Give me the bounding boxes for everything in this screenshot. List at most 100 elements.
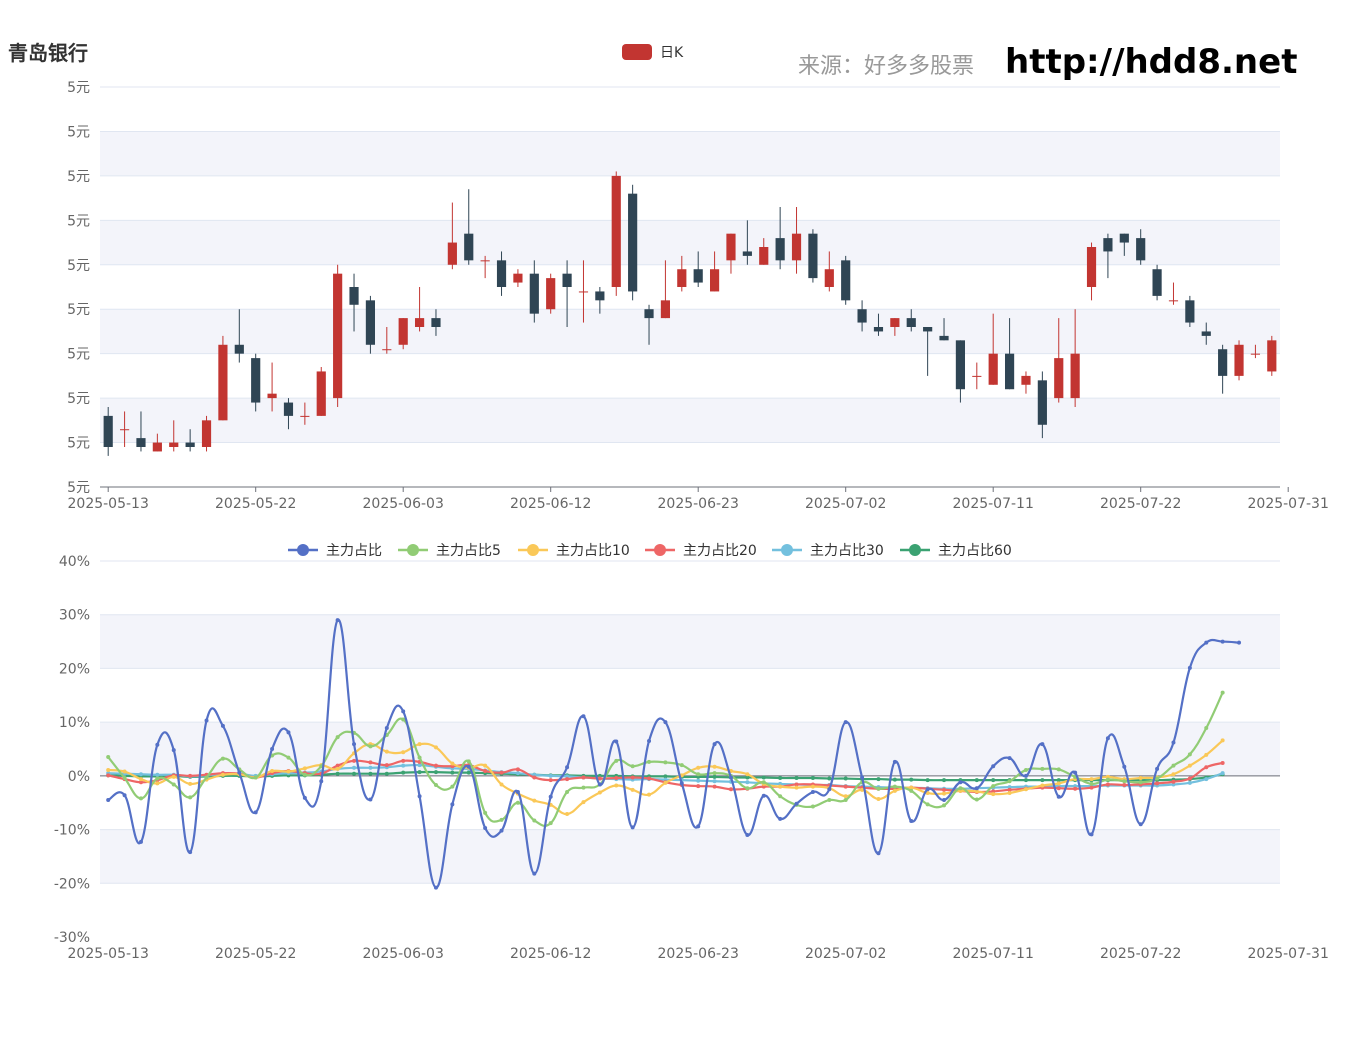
series-point (138, 780, 143, 785)
x-tick-label: 2025-06-03 (363, 946, 444, 962)
series-point (155, 781, 160, 786)
kline-candles (103, 171, 1277, 456)
ratio-legend[interactable]: 主力占比 主力占比5 主力占比10 主力占比20 主力占比30 主力占比60 (288, 543, 1012, 559)
candle-body (939, 335, 949, 341)
series-point (188, 850, 193, 855)
y-tick-label: -10% (54, 823, 90, 839)
series-point (614, 783, 619, 788)
legend-label: 主力占比30 (810, 543, 884, 559)
series-point (942, 791, 947, 796)
series-point (942, 787, 947, 792)
series-point (1056, 786, 1061, 791)
series-point (188, 781, 193, 786)
series-point (925, 778, 930, 783)
chart-title: 青岛银行 (8, 41, 88, 65)
legend-item: 主力占比20 (645, 543, 757, 559)
series-point (663, 760, 668, 765)
grid-band (100, 87, 1280, 132)
series-point (253, 775, 258, 780)
series-point (647, 738, 652, 743)
series-point (171, 782, 176, 787)
grid-band (100, 829, 1280, 884)
series-point (958, 780, 963, 785)
series-point (401, 758, 406, 763)
series-point (1007, 791, 1012, 796)
series-point (728, 775, 733, 780)
series-point (138, 772, 143, 777)
grid-band (100, 220, 1280, 265)
series-point (515, 771, 520, 776)
candle-body (841, 260, 851, 301)
candle (972, 362, 982, 390)
kline-legend[interactable]: 日K (622, 44, 684, 61)
candle (480, 255, 490, 279)
series-point (712, 784, 717, 789)
candle (513, 269, 523, 287)
x-tick-label: 2025-05-13 (68, 496, 149, 512)
series-point (106, 773, 111, 778)
series-point (483, 825, 488, 830)
series-point (499, 828, 504, 833)
candle-body (1152, 269, 1162, 296)
grid-band (100, 442, 1280, 487)
legend-marker (909, 544, 921, 556)
candle-body (480, 260, 490, 262)
candle-body (726, 233, 736, 261)
candle-body (660, 300, 671, 319)
series-point (942, 778, 947, 783)
series-point (909, 788, 914, 793)
series-point (499, 770, 504, 775)
candle-body (1054, 358, 1064, 399)
x-tick-label: 2025-07-02 (805, 496, 886, 512)
series-point (1105, 736, 1110, 741)
candle (333, 264, 343, 407)
series-point (368, 797, 373, 802)
series-point (138, 839, 143, 844)
legend-item: 主力占比60 (900, 543, 1012, 559)
series-point (778, 776, 783, 781)
x-tick-label: 2025-07-02 (805, 946, 886, 962)
legend-item: 主力占比10 (518, 543, 630, 559)
candle (1037, 371, 1047, 439)
series-point (1138, 780, 1143, 785)
x-tick-label: 2025-06-12 (510, 496, 591, 512)
x-tick-label: 2025-05-22 (215, 946, 296, 962)
candle (267, 362, 277, 412)
y-tick-label: 5元 (67, 80, 90, 96)
x-tick-label: 2025-07-11 (953, 496, 1034, 512)
series-point (1187, 752, 1192, 757)
series-point (1040, 778, 1045, 783)
series-point (384, 763, 389, 768)
candle (283, 398, 294, 430)
candle-body (972, 375, 982, 377)
series-point (876, 786, 881, 791)
candle (611, 171, 621, 296)
series-point (532, 798, 537, 803)
series-point (909, 785, 914, 790)
x-tick-label: 2025-07-22 (1100, 496, 1181, 512)
ratio-x-axis: 2025-05-13 2025-05-22 2025-06-03 2025-06-12… (68, 775, 1329, 962)
site-url[interactable]: http://hdd8.net (1005, 42, 1297, 82)
series-point (761, 775, 766, 780)
series-point (794, 776, 799, 781)
series-point (1073, 786, 1078, 791)
series-point (1171, 763, 1176, 768)
series-point (745, 780, 750, 785)
series-point (647, 776, 652, 781)
series-point (1220, 771, 1225, 776)
candle-body (283, 402, 294, 416)
series-point (1187, 780, 1192, 785)
candle-body (1086, 247, 1097, 287)
candle-body (1250, 353, 1261, 355)
y-tick-label: 40% (59, 554, 90, 570)
series-point (1204, 752, 1209, 757)
candle-body (1037, 380, 1047, 425)
series-point (384, 771, 389, 776)
legend-marker (654, 544, 666, 556)
candle (1054, 318, 1064, 403)
candle-body (1004, 353, 1015, 390)
series-point (155, 776, 160, 781)
series-point (368, 771, 373, 776)
series-point (335, 763, 340, 768)
